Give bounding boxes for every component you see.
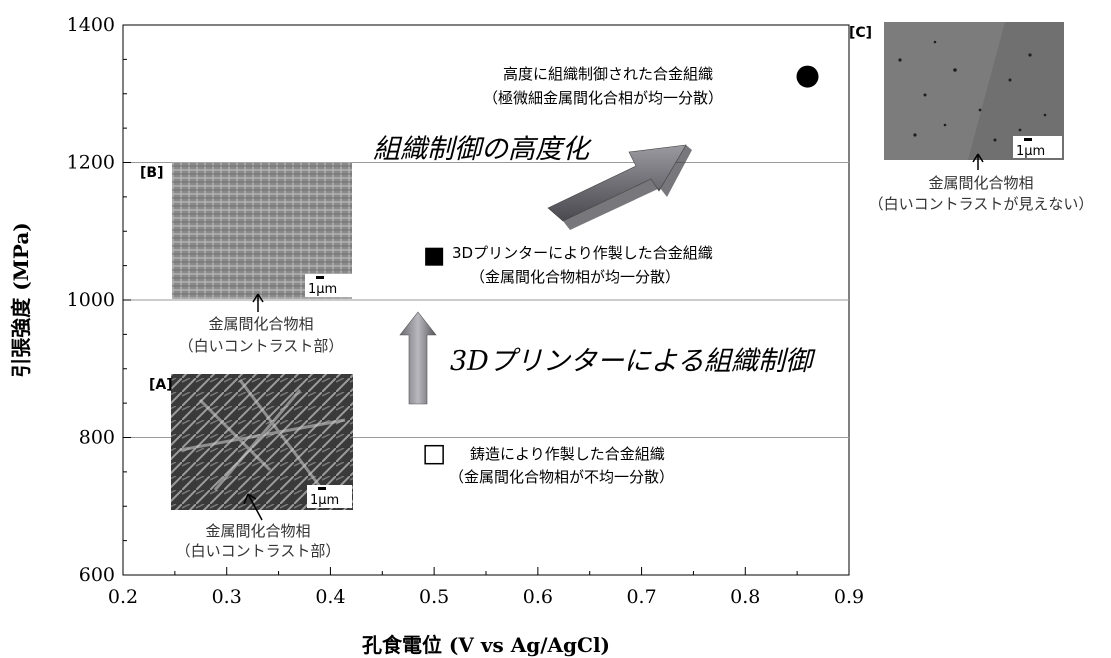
inset-a-scalebar-box [307,485,352,508]
inset-b-caption-2: （白いコントラスト部） [179,337,344,355]
inset-a-pointer [243,493,263,521]
x-tick-label-0.3: 0.3 [212,586,242,608]
point-1-label-1: 鋳造により作製した合金組織 [470,445,665,463]
inset-a-scalebar [318,487,326,490]
inset-c-caption-2: （白いコントラストが見えない） [869,195,1094,213]
data-point-2 [425,247,444,266]
inset-a-tag: [A] [149,377,173,393]
inset-a-scale: 1μm [310,493,339,508]
y-axis-title: 引張強度 (MPa) [9,222,33,378]
arrow-diagonal [547,144,692,230]
inset-b-pointer [252,293,264,312]
inset-a-caption-1: 金属間化合物相 [205,522,310,540]
y-tick-label-1000: 1000 [67,289,115,311]
x-axis-ticks: 0.2 0.3 0.4 0.5 0.6 0.7 0.8 0.9 [108,567,864,608]
inset-c-caption-1: 金属間化合物相 [928,174,1033,192]
point-3-label-2: （極微細金属間化合相が均一分散） [483,89,723,107]
x-tick-label-0.7: 0.7 [626,586,656,608]
y-tick-label-1200: 1200 [67,152,115,174]
inset-a-caption-2: （白いコントラスト部） [176,542,341,560]
x-tick-label-0.5: 0.5 [419,586,449,608]
inset-c-scalebar [1024,138,1032,141]
inset-b-scalebar [316,276,324,279]
inset-b-scalebar-box [305,274,352,297]
x-tick-label-0.9: 0.9 [834,586,864,608]
inset-c: [C] 1μm 金属間化合物相 （白いコントラストが見えない） [849,22,1093,213]
inset-b-tag: [B] [140,165,163,181]
x-tick-label-0.6: 0.6 [523,586,553,608]
point-1-label-2: （金属間化合物相が不均一分散） [449,468,674,486]
inset-c-scale: 1μm [1016,144,1045,159]
inset-b-caption-1: 金属間化合物相 [208,315,313,333]
inset-c-pointer [972,153,984,170]
inset-c-tag: [C] [849,25,872,41]
inset-c-scalebar-box [1013,136,1062,158]
x-axis-title: 孔食電位 (V vs Ag/AgCl) [362,633,610,657]
x-tick-label-0.2: 0.2 [108,586,138,608]
arrow-up [399,311,437,405]
data-point-3 [796,65,819,88]
inset-b: [B] 1μm 金属間化合物相 （白いコントラスト部） [140,162,352,355]
inset-b-scale: 1μm [308,282,337,297]
y-tick-label-800: 800 [79,427,115,449]
y-tick-label-1400: 1400 [67,14,115,36]
point-2-label-1: 3Dプリンターにより作製した合金組織 [452,244,713,262]
data-point-1 [424,444,444,465]
y-tick-label-600: 600 [79,564,115,586]
arrow-diagonal-label: 組織制御の高度化 [373,134,592,165]
point-3-label-1: 高度に組織制御された合金組織 [503,65,713,83]
x-tick-label-0.4: 0.4 [315,586,345,608]
data-markers [424,65,819,465]
arrow-up-label: 3Dプリンターによる組織制御 [450,346,816,377]
y-axis-ticks: 600 800 1000 1200 1400 [67,14,131,586]
x-tick-label-0.8: 0.8 [730,586,760,608]
inset-a: [A] 1μm 金属間化合物相 （白いコントラスト部） [149,374,353,560]
point-2-label-2: （金属間化合物相が均一分散） [470,268,680,286]
